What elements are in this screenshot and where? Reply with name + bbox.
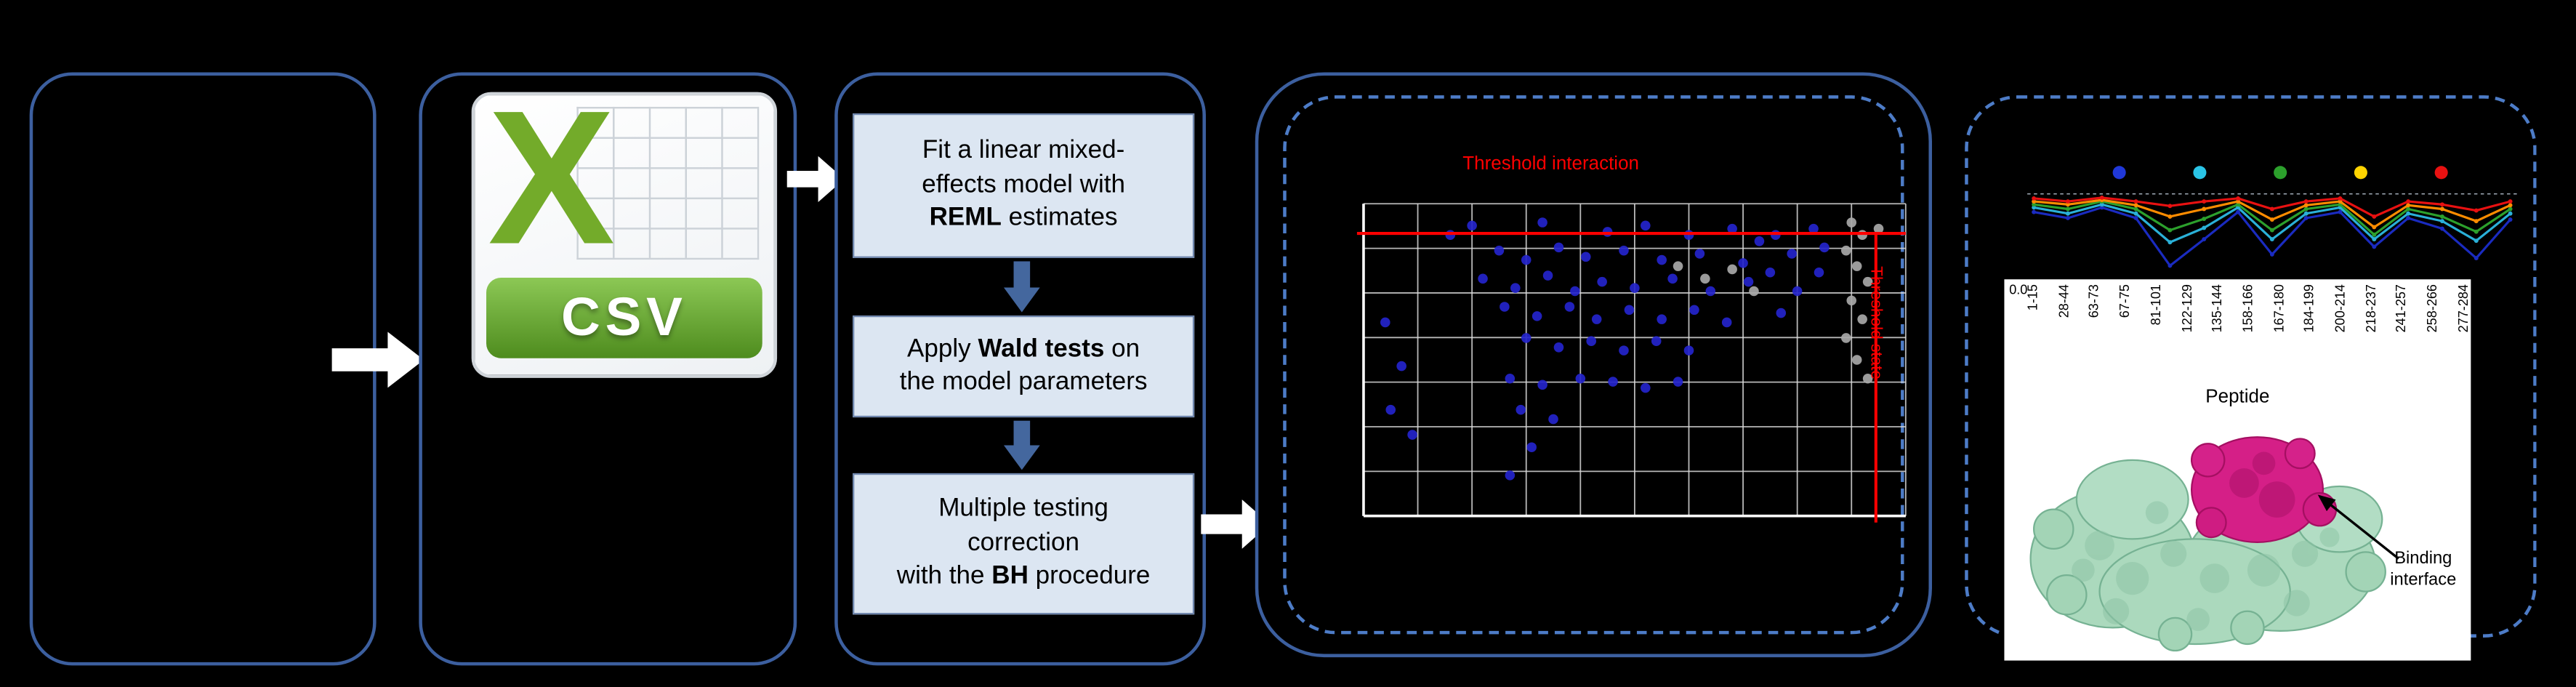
- peptide-tick-label: 63-73: [2087, 284, 2102, 318]
- peptide-tick-label: 1-15: [2025, 284, 2041, 311]
- right-arrow-icon: [331, 332, 424, 388]
- dashed-frame: [1283, 95, 1904, 635]
- csv-banner: CSV: [486, 276, 762, 358]
- timepoint-dot: [2193, 166, 2207, 180]
- peptide-tick-label: 218-237: [2363, 284, 2379, 333]
- panel-csv-file: X CSV: [419, 72, 797, 666]
- right-arrow-icon: [1201, 499, 1271, 549]
- panel-statistics-plot: Threshold interaction Threshold state: [1255, 72, 1932, 658]
- panel-results: 0.0 1-15 28-44 63-73 67-75 81-101 122-129 135-…: [1965, 95, 2537, 661]
- right-arrow-icon: [786, 156, 845, 203]
- peptide-tick-label: 28-44: [2056, 284, 2072, 318]
- step-box-wald: Apply Wald tests on the model parameters: [853, 315, 1195, 418]
- peptide-tick-label: 200-214: [2333, 284, 2348, 333]
- threshold-interaction-label: Threshold interaction: [1462, 154, 1640, 174]
- peptide-tick-labels: 1-15 28-44 63-73 67-75 81-101 122-129 135-144 1…: [2025, 284, 2471, 379]
- y-axis-tick-label: 0.0: [2009, 282, 2028, 298]
- x-axis-title: Peptide: [2205, 387, 2270, 408]
- peptide-tick-label: 167-180: [2271, 284, 2287, 333]
- peptide-tick-label: 122-129: [2179, 284, 2194, 333]
- timepoint-dot: [2112, 166, 2126, 180]
- excel-x-icon: X: [488, 71, 616, 285]
- csv-file-icon: X CSV: [471, 82, 778, 378]
- peptide-tick-label: 258-266: [2425, 284, 2440, 333]
- peptide-tick-label: 67-75: [2117, 284, 2133, 318]
- threshold-state-label: Threshold state: [1866, 266, 1885, 379]
- timepoint-legend: [2112, 166, 2448, 180]
- timepoint-dot: [2434, 166, 2448, 180]
- timepoint-dot: [2274, 166, 2287, 180]
- step-box-reml: Fit a linear mixed-effects model with REM…: [853, 113, 1195, 258]
- peptide-tick-label: 184-199: [2302, 284, 2317, 333]
- peptide-tick-label: 241-257: [2394, 284, 2410, 333]
- peptide-tick-label: 81-101: [2148, 284, 2164, 326]
- protein-structure-illustration: [2029, 436, 2386, 652]
- down-arrow-icon: [1003, 261, 1040, 313]
- peptide-tick-label: 158-166: [2240, 284, 2256, 333]
- timepoint-dot: [2354, 166, 2367, 180]
- down-arrow-icon: [1003, 420, 1040, 470]
- peptide-axis-and-structure: 0.0 1-15 28-44 63-73 67-75 81-101 122-129 135-…: [2004, 279, 2471, 661]
- panel-pipeline: Fit a linear mixed-effects model with REM…: [834, 72, 1206, 666]
- deuterium-uptake-plot: [2027, 193, 2517, 268]
- peptide-tick-label: 277-284: [2455, 284, 2471, 333]
- spreadsheet-grid-icon: [576, 106, 759, 260]
- step-box-bh: Multiple testing correction with the BH pr…: [853, 473, 1195, 615]
- peptide-tick-label: 135-144: [2210, 284, 2225, 333]
- threshold-scatter-plot: [1356, 203, 1907, 523]
- binding-interface-label: Binding interface: [2390, 548, 2457, 590]
- panel-input: [29, 72, 377, 666]
